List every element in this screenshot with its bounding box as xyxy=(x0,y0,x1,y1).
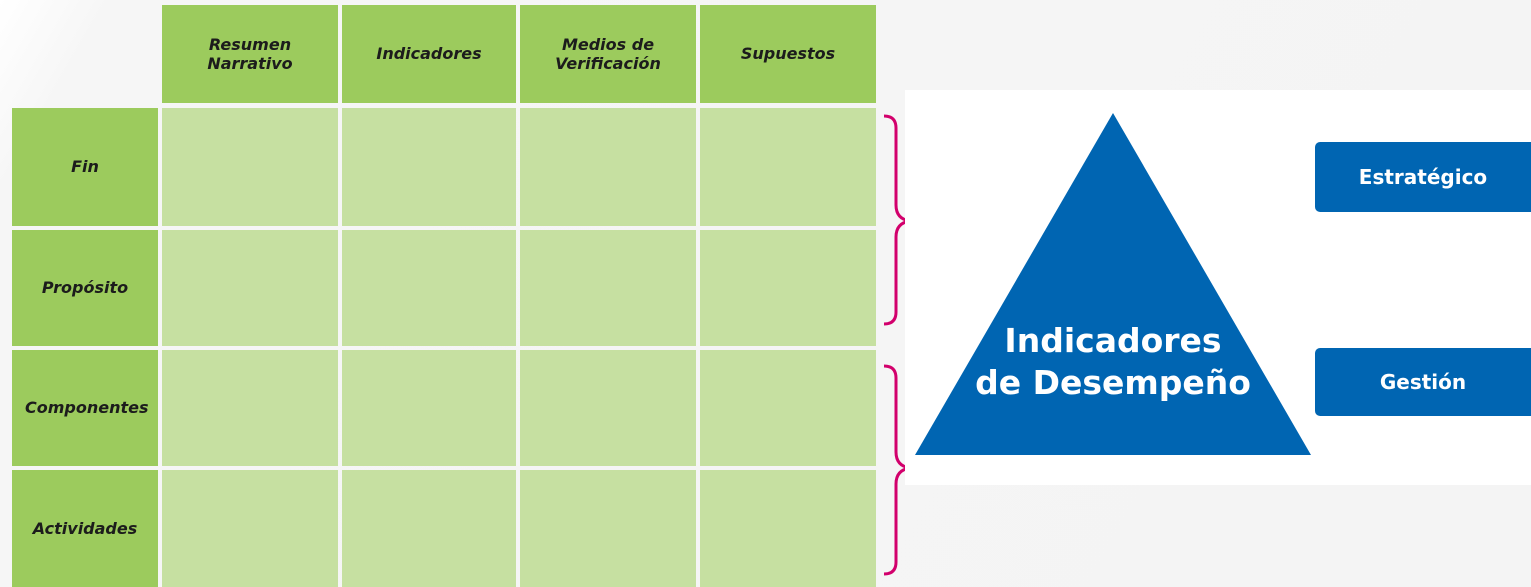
triangle-title: de Desempeño xyxy=(975,363,1251,402)
table-cell xyxy=(342,470,516,587)
column-header: Resumen Narrativo xyxy=(162,5,338,103)
column-header-text: Supuestos xyxy=(740,44,836,64)
column-header-text: Indicadores xyxy=(376,44,482,64)
row-header: Actividades xyxy=(12,470,158,587)
row-header: Propósito xyxy=(12,230,158,346)
level-text: Estratégico xyxy=(1358,165,1488,189)
table-cell xyxy=(342,350,516,466)
column-header: Indicadores xyxy=(342,5,516,103)
row-header-text: Propósito xyxy=(41,278,129,298)
table-cell xyxy=(162,230,338,346)
row-header-text: Actividades xyxy=(32,518,138,538)
triangle-title: Indicadores xyxy=(1004,321,1221,360)
row-header: Fin xyxy=(12,108,158,226)
column-header-text: Resumen Narrativo xyxy=(207,34,293,73)
table-cell xyxy=(162,108,338,226)
table-cell xyxy=(700,230,876,346)
row-header-text: Componentes xyxy=(25,398,149,418)
table-cell xyxy=(700,350,876,466)
column-header: Supuestos xyxy=(700,5,876,103)
table-cell xyxy=(700,108,876,226)
triangle xyxy=(915,113,1311,455)
table-cell xyxy=(520,470,696,587)
row-header: Componentes xyxy=(12,350,158,466)
row-header-text: Fin xyxy=(71,157,99,177)
table-cell xyxy=(700,470,876,587)
table-cell xyxy=(162,470,338,587)
table-cell xyxy=(520,230,696,346)
table-cell xyxy=(520,350,696,466)
level-box: Estratégico xyxy=(1315,142,1531,212)
level-text: Gestión xyxy=(1379,370,1467,394)
table-cell xyxy=(342,230,516,346)
table-cell xyxy=(162,350,338,466)
table-cell xyxy=(520,108,696,226)
column-header-text: Medios de Verificación xyxy=(555,34,661,73)
table-cell xyxy=(342,108,516,226)
column-header: Medios de Verificación xyxy=(520,5,696,103)
level-box: Gestión xyxy=(1315,348,1531,416)
